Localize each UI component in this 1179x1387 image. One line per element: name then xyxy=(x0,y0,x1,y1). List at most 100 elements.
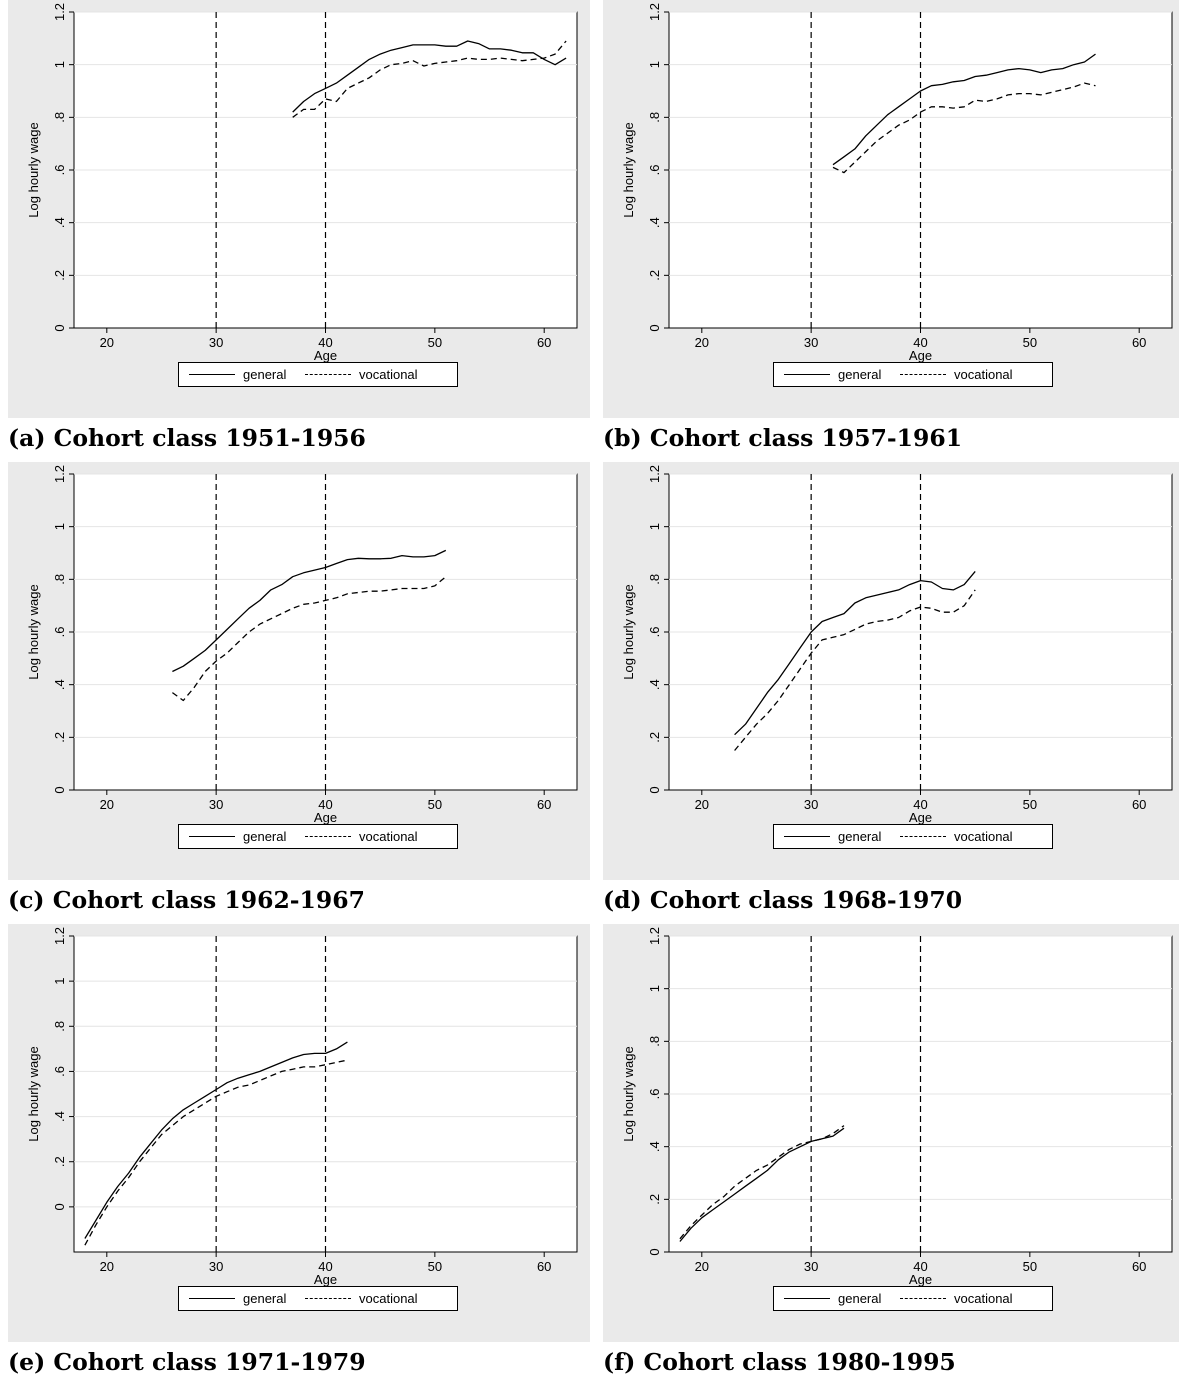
x-tick-label: 20 xyxy=(695,1259,709,1274)
y-tick-label: 1.2 xyxy=(52,927,67,945)
legend-swatch xyxy=(900,836,946,837)
legend-item: vocational xyxy=(900,363,1013,386)
legend-item: general xyxy=(189,363,286,386)
plot-area xyxy=(73,935,578,1253)
y-tick-label: .2 xyxy=(647,270,662,281)
legend-item: general xyxy=(189,1287,286,1310)
caption-label: (e) xyxy=(8,1348,46,1376)
x-tick-label: 40 xyxy=(913,1259,927,1274)
y-axis-label: Log hourly wage xyxy=(621,584,636,679)
y-tick-label: 1 xyxy=(52,523,67,530)
y-tick-label: 1 xyxy=(647,523,662,530)
y-tick-label: .4 xyxy=(647,679,662,690)
x-tick-label: 50 xyxy=(1023,797,1037,812)
y-tick-label: 1 xyxy=(52,61,67,68)
caption-label: (b) xyxy=(603,424,642,452)
legend-item: general xyxy=(189,825,286,848)
y-tick-label: .6 xyxy=(52,165,67,176)
legend-swatch xyxy=(900,1298,946,1299)
figure-caption: (e) Cohort class 1971-1979 xyxy=(8,1348,366,1376)
x-tick-label: 60 xyxy=(1132,335,1146,350)
chart-legend: general vocational xyxy=(773,362,1053,387)
legend-label: general xyxy=(838,367,882,382)
caption-text: Cohort class 1957-1961 xyxy=(649,424,963,452)
legend-label: general xyxy=(243,367,287,382)
legend-label: vocational xyxy=(954,367,1013,382)
legend-swatch xyxy=(305,374,351,375)
legend-item: vocational xyxy=(305,1287,418,1310)
y-axis-label: Log hourly wage xyxy=(26,1046,41,1141)
y-tick-label: .4 xyxy=(52,679,67,690)
x-tick-label: 30 xyxy=(804,1259,818,1274)
legend-label: general xyxy=(243,829,287,844)
chart-legend: general vocational xyxy=(178,824,458,849)
series-line-vocational xyxy=(734,589,976,751)
x-tick-label: 40 xyxy=(318,797,332,812)
y-tick-label: .2 xyxy=(647,732,662,743)
caption-text: Cohort class 1968-1970 xyxy=(649,886,963,914)
y-tick-label: .4 xyxy=(52,217,67,228)
legend-item: vocational xyxy=(305,363,418,386)
y-tick-label: 1.2 xyxy=(647,927,662,945)
y-tick-label: .2 xyxy=(52,270,67,281)
y-tick-label: 1 xyxy=(647,985,662,992)
chart-legend: general vocational xyxy=(178,1286,458,1311)
legend-item: general xyxy=(784,363,881,386)
x-tick-label: 30 xyxy=(209,335,223,350)
y-tick-label: 1.2 xyxy=(52,465,67,483)
x-tick-label: 40 xyxy=(913,335,927,350)
x-tick-label: 30 xyxy=(209,1259,223,1274)
y-tick-label: 0 xyxy=(52,1203,67,1210)
figure-caption: (b) Cohort class 1957-1961 xyxy=(603,424,962,452)
legend-item: vocational xyxy=(900,825,1013,848)
x-tick-label: 50 xyxy=(428,335,442,350)
x-tick-label: 60 xyxy=(537,335,551,350)
line-chart: 0 .2 .4 .6 .8 1 1.2 20 30 40 50 60 Age Log hourly wag… xyxy=(26,3,578,363)
x-axis-label: Age xyxy=(909,810,932,825)
y-tick-label: .8 xyxy=(52,1021,67,1032)
y-axis-label: Log hourly wage xyxy=(26,122,41,217)
chart-background: 0 .2 .4 .6 .8 1 1.2 20 30 40 50 60 Age Log hourly wag… xyxy=(603,0,1179,418)
y-tick-label: .6 xyxy=(647,165,662,176)
x-axis-label: Age xyxy=(909,348,932,363)
caption-text: Cohort class 1962-1967 xyxy=(52,886,365,914)
x-tick-label: 60 xyxy=(537,1259,551,1274)
x-tick-label: 20 xyxy=(100,797,114,812)
series-line-vocational xyxy=(292,40,567,118)
x-tick-label: 40 xyxy=(913,797,927,812)
y-tick-label: 1 xyxy=(52,978,67,985)
y-tick-label: 0 xyxy=(647,324,662,331)
chart-background: 0 .2 .4 .6 .8 1 1.2 20 30 40 50 60 Age Log hourly wag… xyxy=(8,0,590,418)
y-tick-label: .2 xyxy=(52,732,67,743)
chart-legend: general vocational xyxy=(773,824,1053,849)
y-tick-label: .4 xyxy=(647,1141,662,1152)
chart-background: 0 .2 .4 .6 .8 1 1.2 20 30 40 50 60 Age Log hourly wag… xyxy=(603,462,1179,880)
y-tick-label: .8 xyxy=(647,1036,662,1047)
legend-swatch xyxy=(784,374,830,375)
y-tick-label: .8 xyxy=(52,574,67,585)
line-chart: 0 .2 .4 .6 .8 1 1.2 20 30 40 50 60 Age Log hourly wag… xyxy=(621,927,1173,1287)
x-axis-label: Age xyxy=(314,1272,337,1287)
legend-swatch xyxy=(189,836,235,837)
legend-swatch xyxy=(189,374,235,375)
chart-legend: general vocational xyxy=(178,362,458,387)
legend-label: vocational xyxy=(359,1291,418,1306)
legend-swatch xyxy=(784,1298,830,1299)
y-tick-label: 0 xyxy=(647,1248,662,1255)
x-tick-label: 50 xyxy=(428,1259,442,1274)
x-tick-label: 60 xyxy=(1132,797,1146,812)
x-tick-label: 50 xyxy=(1023,1259,1037,1274)
legend-item: general xyxy=(784,1287,881,1310)
x-tick-label: 50 xyxy=(428,797,442,812)
series-line-general xyxy=(734,570,976,736)
x-tick-label: 40 xyxy=(318,335,332,350)
series-line-general xyxy=(172,549,447,673)
y-tick-label: .6 xyxy=(52,627,67,638)
y-tick-label: 1 xyxy=(647,61,662,68)
x-axis-label: Age xyxy=(909,1272,932,1287)
y-tick-label: 0 xyxy=(647,786,662,793)
y-axis-label: Log hourly wage xyxy=(621,122,636,217)
legend-label: general xyxy=(838,1291,882,1306)
series-line-vocational xyxy=(84,1059,348,1246)
y-tick-label: .2 xyxy=(647,1194,662,1205)
